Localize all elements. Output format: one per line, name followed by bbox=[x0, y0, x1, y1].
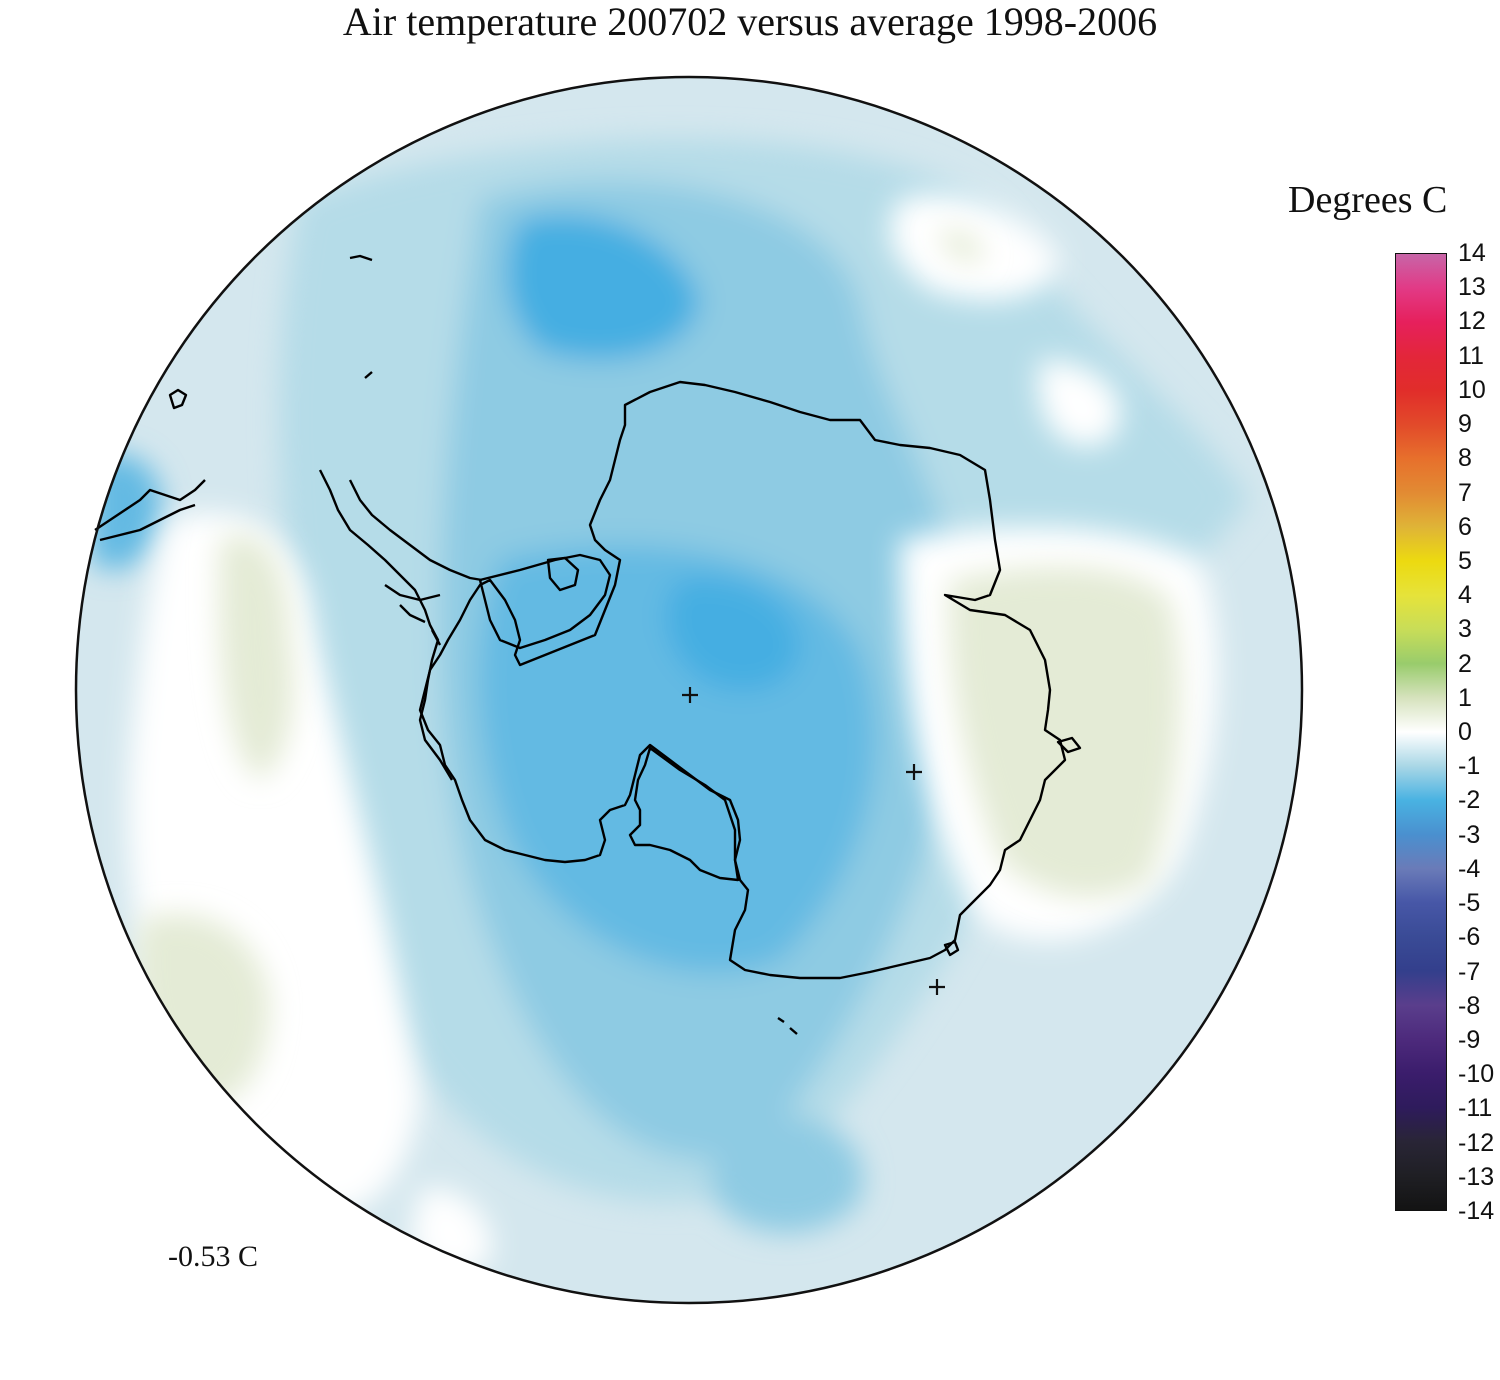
legend-tick-label: 8 bbox=[1458, 444, 1472, 473]
legend-tick-label: -11 bbox=[1458, 1094, 1493, 1123]
legend-tick-label: -14 bbox=[1458, 1197, 1495, 1225]
coast-south-america-tip bbox=[94, 479, 206, 542]
map-boundary-circle bbox=[74, 75, 1304, 1305]
legend-tick-label: -10 bbox=[1458, 1060, 1495, 1089]
legend-tick-label: 3 bbox=[1458, 615, 1472, 644]
legend-color-bar bbox=[1395, 253, 1447, 1211]
coast-island-balleny bbox=[777, 1017, 798, 1035]
legend-tick-label: -12 bbox=[1458, 1128, 1495, 1157]
coast-peninsula-east bbox=[348, 479, 483, 582]
legend-tick-label: 14 bbox=[1458, 239, 1486, 267]
legend-tick-label: 6 bbox=[1458, 512, 1472, 541]
field-warm-patch-east bbox=[949, 566, 1181, 898]
field-cool-patch-southeast bbox=[710, 1113, 864, 1233]
legend-tick-label: 1 bbox=[1458, 683, 1472, 712]
legend-tick-label: -5 bbox=[1458, 889, 1481, 918]
station-marker-southeast bbox=[929, 979, 945, 995]
legend-tick-label: -1 bbox=[1458, 752, 1481, 781]
legend-tick-label: -7 bbox=[1458, 957, 1481, 986]
map-title: Air temperature 200702 versus average 19… bbox=[342, 0, 1158, 44]
legend-tick-label: -2 bbox=[1458, 786, 1481, 815]
legend-tick-label: -9 bbox=[1458, 1025, 1481, 1054]
coast-island-east bbox=[1056, 736, 1082, 754]
legend-tick-label: 7 bbox=[1458, 478, 1472, 507]
station-marker-east bbox=[906, 764, 922, 780]
south-pole-marker bbox=[682, 687, 698, 703]
legend-title: Degrees C bbox=[1288, 179, 1448, 221]
antarctica-coastline bbox=[94, 254, 1082, 1035]
station-markers bbox=[682, 687, 945, 995]
legend-tick-label: -13 bbox=[1458, 1162, 1495, 1191]
field-cool-core-north bbox=[506, 214, 700, 360]
coast-island-kerguelen bbox=[943, 940, 960, 957]
coast-island-sandwich bbox=[364, 371, 373, 379]
field-neutral-patch-rim bbox=[1038, 360, 1121, 447]
legend-tick-label: 0 bbox=[1458, 718, 1472, 746]
legend-tick-label: -6 bbox=[1458, 923, 1481, 952]
coast-south-georgia bbox=[349, 254, 373, 262]
legend-tick-label: -8 bbox=[1458, 991, 1481, 1020]
coast-east-antarctica bbox=[418, 380, 1067, 980]
legend-tick-label: 13 bbox=[1458, 273, 1486, 302]
legend-tick-label: 5 bbox=[1458, 546, 1472, 575]
coast-peninsula-west bbox=[318, 469, 454, 781]
coast-peninsula-islands bbox=[384, 584, 442, 646]
legend-tick-label: 11 bbox=[1458, 341, 1484, 370]
legend-tick-label: 4 bbox=[1458, 581, 1472, 610]
legend-tick-label: 10 bbox=[1458, 375, 1486, 404]
legend-tick-label: -4 bbox=[1458, 854, 1481, 883]
mean-anomaly-label: -0.53 C bbox=[168, 1240, 258, 1273]
coast-berkner-island bbox=[546, 556, 580, 592]
legend-tick-label: 12 bbox=[1458, 307, 1486, 336]
legend-tick-label: -3 bbox=[1458, 820, 1481, 849]
field-warm-patch-west bbox=[219, 534, 294, 780]
legend-tick-label: 2 bbox=[1458, 649, 1472, 678]
field-cool-core-plateau bbox=[666, 578, 800, 691]
field-warm-patch-north bbox=[940, 229, 983, 263]
coast-falklands bbox=[168, 388, 188, 410]
coast-ross-ice-shelf bbox=[628, 746, 740, 882]
legend-tick-label: 9 bbox=[1458, 410, 1472, 439]
